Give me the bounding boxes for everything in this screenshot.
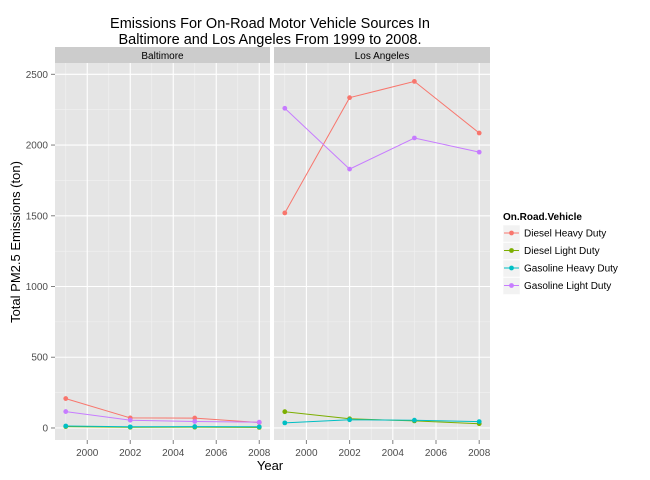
x-tick-label: 2000 <box>76 448 99 459</box>
x-tick-label: 2002 <box>119 448 142 459</box>
data-point <box>347 95 352 101</box>
series-line <box>284 80 480 214</box>
series-line <box>284 107 480 170</box>
y-axis: 0 500 1000 1500 2000 2500 <box>26 70 55 434</box>
x-tick-label: 2006 <box>425 448 448 459</box>
legend-item: Diesel Heavy Duty <box>502 224 606 243</box>
x-axis-label: Year <box>257 458 284 473</box>
data-point <box>347 166 352 172</box>
legend-label: Gasoline Light Duty <box>524 281 611 292</box>
data-point <box>282 409 288 415</box>
x-tick-label: 2006 <box>205 448 228 459</box>
data-point <box>412 78 417 84</box>
x-tick-label: 2008 <box>468 448 491 459</box>
series-line <box>65 411 260 423</box>
data-point <box>476 149 482 155</box>
data-point <box>476 419 482 425</box>
legend-label: Diesel Light Duty <box>524 246 600 257</box>
x-axes: 2000 2002 2004 2006 2008 2000 2002 2004 2006 2008 <box>76 440 491 459</box>
data-point <box>347 417 352 423</box>
data-point <box>127 417 133 423</box>
series-line <box>65 425 260 428</box>
legend: On.Road.Vehicle Diesel Heavy Duty Diesel L… <box>502 212 618 295</box>
legend-item: Gasoline Light Duty <box>502 277 611 295</box>
data-point <box>192 419 198 424</box>
legend-key-point <box>509 230 514 236</box>
series-gasoline-heavy-duty <box>63 423 262 430</box>
series-line <box>65 398 260 423</box>
data-point <box>63 409 69 414</box>
series-gasoline-light-duty <box>63 409 262 425</box>
chart-title-line: Baltimore and Los Angeles From 1999 to 2… <box>118 32 421 48</box>
y-tick-label: 500 <box>31 353 48 364</box>
chart-panels: Baltimore Los Angeles <box>55 47 490 440</box>
data-point <box>282 105 288 111</box>
data-point <box>192 424 198 429</box>
x-tick-label: 2008 <box>248 448 271 459</box>
y-tick-label: 1500 <box>26 211 49 222</box>
facet-strip <box>55 47 270 63</box>
series-line <box>65 426 260 428</box>
series-gasoline-light-duty <box>282 105 482 172</box>
legend-title: On.Road.Vehicle <box>503 212 582 223</box>
legend-key-point <box>509 248 514 253</box>
data-point <box>412 135 417 141</box>
y-axis-label: Total PM2.5 Emissions (ton) <box>8 161 23 323</box>
facet-strip-label: Baltimore <box>141 51 184 62</box>
data-point <box>256 419 262 425</box>
x-tick-label: 2004 <box>382 448 405 459</box>
data-point <box>256 424 262 430</box>
x-tick-label: 2000 <box>295 448 318 459</box>
series-gasoline-heavy-duty <box>282 417 482 426</box>
legend-item: Gasoline Heavy Duty <box>502 259 618 278</box>
data-point <box>63 423 69 429</box>
data-point <box>476 130 482 136</box>
x-tick-label: 2002 <box>338 448 361 459</box>
y-tick-label: 2500 <box>26 70 49 81</box>
chart-title-line: Emissions For On-Road Motor Vehicle Sour… <box>110 16 430 32</box>
legend-label: Diesel Heavy Duty <box>524 229 606 240</box>
legend-key-point <box>509 265 514 271</box>
panel-background <box>274 63 490 440</box>
data-point <box>192 415 198 421</box>
chart-title: Emissions For On-Road Motor Vehicle Sour… <box>110 16 430 48</box>
panel-baltimore: Baltimore <box>55 47 270 440</box>
panel-los-angeles: Los Angeles <box>274 47 490 440</box>
facet-strip-label: Los Angeles <box>355 51 410 62</box>
series-line <box>284 419 480 424</box>
y-tick-label: 2000 <box>26 141 49 152</box>
data-point <box>282 210 288 216</box>
data-point <box>127 424 133 430</box>
x-tick-label: 2004 <box>162 448 185 459</box>
data-point <box>412 417 417 423</box>
series-diesel-heavy-duty <box>282 78 482 216</box>
data-point <box>282 420 288 426</box>
legend-key-point <box>509 283 514 288</box>
legend-item: Diesel Light Duty <box>502 242 600 260</box>
panel-background <box>55 63 270 440</box>
y-tick-label: 1000 <box>26 282 49 293</box>
facet-strip <box>274 47 490 63</box>
data-point <box>63 396 69 401</box>
y-tick-label: 0 <box>42 423 48 434</box>
legend-label: Gasoline Heavy Duty <box>524 264 618 275</box>
